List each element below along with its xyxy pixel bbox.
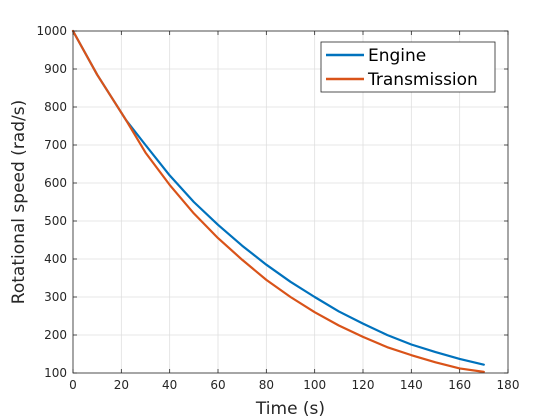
x-tick-label: 160 xyxy=(448,378,471,392)
series-layer xyxy=(71,29,485,373)
y-tick-label: 200 xyxy=(44,328,67,342)
x-axis-label: Time (s) xyxy=(255,399,325,419)
x-tick-label: 120 xyxy=(352,378,375,392)
x-tick-label: 180 xyxy=(497,378,520,392)
y-tick-labels: 100 200 300 400 500 600 700 800 900 1000 xyxy=(36,24,67,380)
x-tick-label: 140 xyxy=(400,378,423,392)
x-tick-label: 40 xyxy=(162,378,177,392)
legend-label-transmission: Transmission xyxy=(367,70,478,90)
x-tick-labels: 0 20 40 60 80 100 120 140 160 180 xyxy=(69,378,519,392)
y-axis-label: Rotational speed (rad/s) xyxy=(9,100,29,304)
legend-box xyxy=(320,41,496,93)
y-tick-label: 900 xyxy=(44,62,67,76)
y-tick-label: 300 xyxy=(44,290,67,304)
x-tick-label: 80 xyxy=(259,378,274,392)
x-tick-label: 60 xyxy=(210,378,225,392)
plot-frame xyxy=(72,30,509,374)
axis-ticks xyxy=(72,30,509,374)
x-tick-label: 100 xyxy=(303,378,326,392)
series-line-transmission xyxy=(71,29,485,373)
y-tick-label: 1000 xyxy=(36,24,67,38)
x-tick-label: 0 xyxy=(69,378,77,392)
y-tick-label: 800 xyxy=(44,100,67,114)
y-tick-label: 400 xyxy=(44,252,67,266)
x-tick-label: 20 xyxy=(114,378,129,392)
y-tick-label: 100 xyxy=(44,366,67,380)
legend-label-engine: Engine xyxy=(368,46,426,66)
y-tick-label: 600 xyxy=(44,176,67,190)
y-tick-label: 500 xyxy=(44,214,67,228)
legend: Engine Transmission xyxy=(320,41,496,93)
y-tick-label: 700 xyxy=(44,138,67,152)
